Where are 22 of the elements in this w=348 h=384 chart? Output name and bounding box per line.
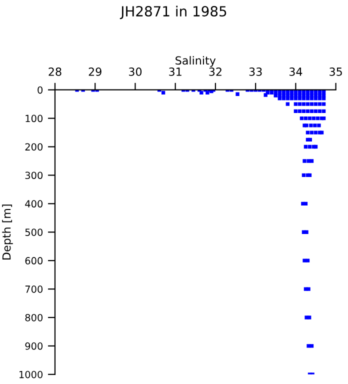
y-tick-label: 600 xyxy=(25,257,43,264)
y-axis-title: Depth [m] xyxy=(2,204,13,260)
y-tick-label: 800 xyxy=(25,314,43,322)
y-tick-label: 500 xyxy=(25,228,43,236)
y-tick-label: 400 xyxy=(25,200,43,208)
x-tick-label: 30 xyxy=(129,67,142,76)
y-tick-label: 100 xyxy=(26,114,43,122)
x-axis-title: Salinity xyxy=(176,56,216,67)
y-tick-label: 200 xyxy=(25,143,43,151)
x-tick-label: 35 xyxy=(330,67,342,76)
x-tick-label: 32 xyxy=(209,67,222,76)
chart-title: JH2871 in 1985 xyxy=(120,6,226,20)
y-tick-label: 700 xyxy=(25,286,43,293)
x-tick-label: 29 xyxy=(88,67,102,76)
y-tick-label: 300 xyxy=(25,172,43,180)
x-tick-label: 33 xyxy=(249,67,262,76)
x-tick-label: 28 xyxy=(48,67,62,76)
x-tick-label: 31 xyxy=(169,67,182,76)
y-tick-label: 0 xyxy=(38,86,43,94)
y-tick-label: 900 xyxy=(25,342,43,350)
y-tick-label: 1000 xyxy=(20,370,43,378)
x-tick-label: 34 xyxy=(289,67,302,76)
